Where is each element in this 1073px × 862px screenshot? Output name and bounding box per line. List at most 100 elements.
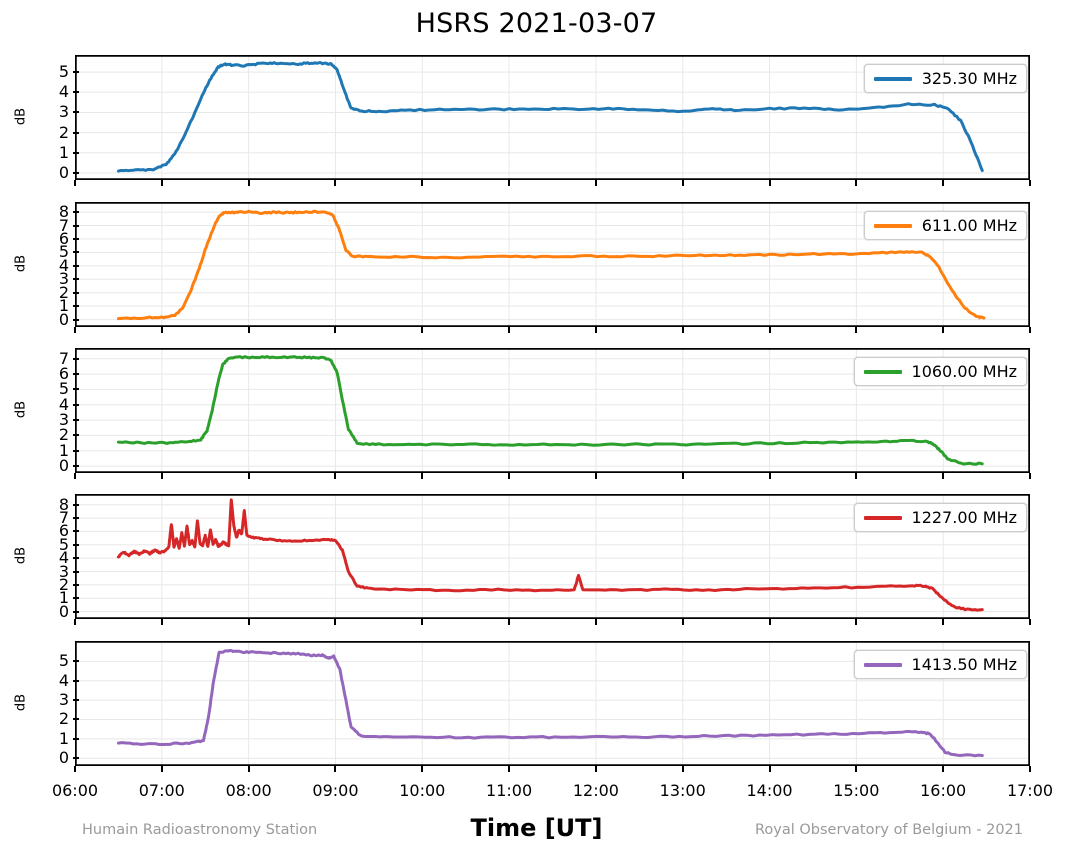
y-tick-label: 6 [58,364,69,384]
x-tick-mark [334,766,337,772]
y-axis-label: dB [13,107,29,125]
y-tick-label: 1 [58,142,69,162]
x-tick-mark [334,327,337,333]
x-tick-mark [855,473,858,479]
x-tick-label: 09:00 [312,781,359,800]
data-series-line [116,498,984,612]
x-tick-mark [1029,180,1031,186]
y-tick-mark [73,610,79,613]
x-tick-mark [334,180,337,186]
x-tick-mark [334,473,337,479]
y-tick-label: 4 [58,255,69,275]
y-tick-mark [73,71,79,74]
legend-5[interactable]: 1413.50 MHz [853,650,1027,679]
data-series-line [116,61,984,173]
y-axis-label: dB [13,254,29,272]
x-tick-mark [247,619,250,625]
x-tick-mark [508,180,511,186]
x-tick-mark [681,327,684,333]
x-tick-label: 16:00 [920,781,967,800]
x-tick-mark [594,327,597,333]
x-tick-mark [508,619,511,625]
legend-label: 1227.00 MHz [911,508,1017,527]
legend-line-icon [873,223,912,228]
x-tick-mark [508,327,511,333]
y-tick-label: 1 [58,728,69,748]
x-tick-mark [334,619,337,625]
y-tick-mark [73,503,79,506]
axes-frame [76,203,1030,327]
y-tick-label: 7 [58,215,69,235]
y-tick-mark [73,718,79,721]
y-tick-label: 2 [58,122,69,142]
y-tick-mark [73,224,79,227]
x-tick-mark [942,473,945,479]
legend-2[interactable]: 611.00 MHz [863,211,1027,240]
axes-frame [76,349,1030,473]
data-series-line [116,648,984,758]
y-tick-label: 3 [58,410,69,430]
x-tick-mark [1029,473,1031,479]
y-tick-mark [73,679,79,682]
y-tick-label: 1 [58,588,69,608]
y-tick-mark [73,237,79,240]
axes-frame [76,642,1030,766]
x-tick-mark [681,180,684,186]
x-tick-mark [1029,619,1031,625]
y-tick-label: 0 [58,748,69,768]
x-tick-mark [768,766,771,772]
legend-1[interactable]: 325.30 MHz [863,64,1027,93]
x-tick-mark [421,327,424,333]
x-tick-mark [247,766,250,772]
x-tick-mark [942,180,945,186]
x-tick-mark [594,180,597,186]
x-tick-mark [1029,766,1031,772]
x-tick-mark [855,180,858,186]
x-tick-mark [942,327,945,333]
y-tick-mark [73,543,79,546]
y-tick-mark [73,131,79,134]
y-tick-mark [73,251,79,254]
x-tick-mark [160,766,163,772]
y-tick-label: 3 [58,269,69,289]
y-tick-label: 1 [58,440,69,460]
y-tick-mark [73,557,79,560]
x-tick-mark [942,766,945,772]
x-tick-label: 17:00 [1006,781,1054,800]
x-tick-mark [421,473,424,479]
y-tick-mark [73,517,79,520]
x-tick-label: 15:00 [833,781,880,800]
y-tick-mark [73,570,79,573]
x-tick-label: 07:00 [138,781,185,800]
legend-label: 611.00 MHz [921,216,1017,235]
legend-label: 1060.00 MHz [911,362,1017,381]
y-tick-mark [73,757,79,760]
y-tick-label: 2 [58,709,69,729]
x-tick-mark [942,619,945,625]
y-tick-mark [73,699,79,702]
y-tick-mark [73,151,79,154]
y-tick-mark [73,171,79,174]
x-tick-label: 10:00 [399,781,446,800]
x-tick-label: 14:00 [746,781,793,800]
y-tick-mark [73,264,79,267]
y-tick-label: 4 [58,548,69,568]
y-tick-label: 1 [58,296,69,316]
y-tick-label: 6 [58,228,69,248]
y-tick-label: 0 [58,162,69,182]
y-tick-mark [73,388,79,391]
y-tick-mark [73,318,79,321]
x-tick-mark [681,766,684,772]
y-tick-mark [73,449,79,452]
y-tick-label: 8 [58,494,69,514]
x-tick-mark [421,766,424,772]
x-tick-mark [247,327,250,333]
y-axis-label: dB [13,400,29,418]
x-tick-label: 12:00 [572,781,619,800]
y-axis-label: dB [13,693,29,711]
legend-4[interactable]: 1227.00 MHz [853,503,1027,532]
y-tick-mark [73,660,79,663]
legend-3[interactable]: 1060.00 MHz [853,357,1027,386]
x-axis-tick-labels: 06:00 07:00 08:00 09:00 10:00 11:00 12:00 13:00… [0,781,1073,805]
